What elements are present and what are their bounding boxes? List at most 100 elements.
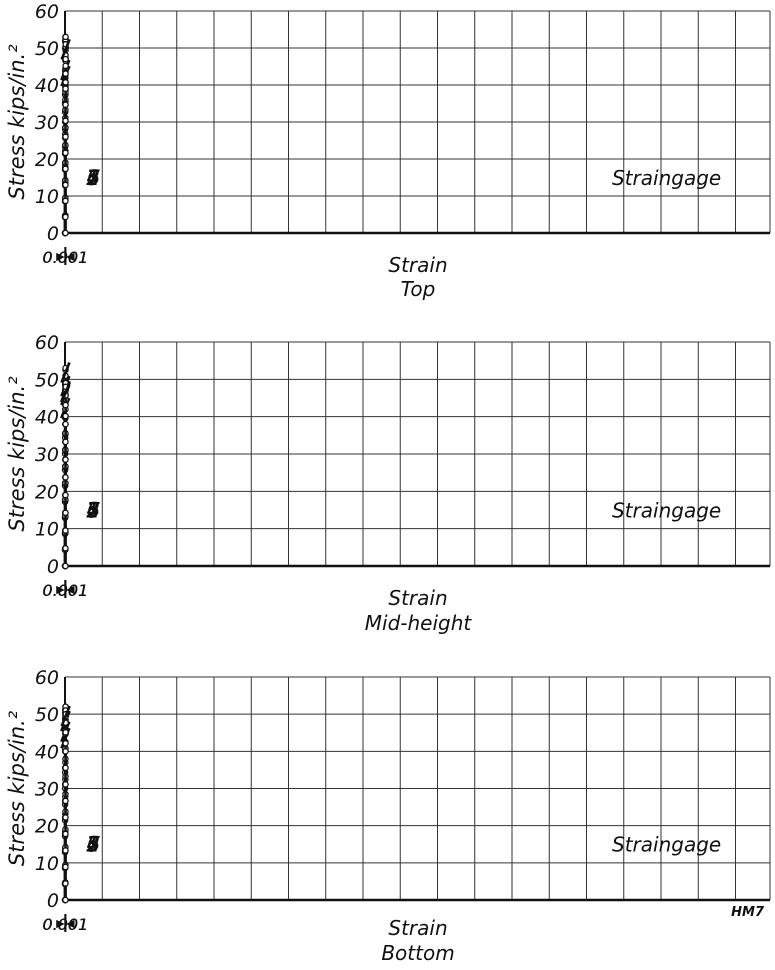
series-label-6: 6: [87, 833, 100, 857]
series-5: 5: [62, 707, 100, 904]
data-point: [62, 149, 69, 157]
x-axis-label: Strain: [388, 916, 447, 940]
y-tick-label: 30: [35, 779, 59, 801]
data-point: [62, 797, 69, 805]
data-point: [62, 896, 69, 904]
straingage-label: Straingage: [612, 166, 721, 190]
y-tick-label: 30: [35, 112, 59, 134]
data-point: [62, 165, 69, 173]
y-axis-label: Stress kips/in.²: [5, 710, 29, 866]
yield-mark: [60, 38, 71, 60]
series-label-3: 3: [86, 166, 99, 190]
y-tick-label: 10: [35, 186, 59, 208]
y-tick-label: 20: [35, 149, 59, 171]
grid: [64, 676, 771, 901]
data-point: [62, 62, 69, 70]
data-point: [62, 545, 69, 552]
straingage-label: Straingage: [612, 498, 721, 522]
series-label-4: 4: [87, 498, 100, 522]
yield-mark: [60, 382, 71, 404]
y-tick-label: 20: [35, 816, 59, 838]
y-tick-label: 10: [35, 519, 59, 541]
y-tick-label: 50: [35, 704, 59, 726]
series-label-7: 7: [87, 166, 101, 190]
series-label-4: 4: [87, 166, 100, 190]
series-label-5: 5: [87, 833, 100, 857]
data-point: [62, 55, 69, 63]
series-7: 7: [60, 705, 101, 904]
series-label-2: 2: [86, 833, 99, 857]
data-point: [62, 33, 69, 41]
data-point: [62, 101, 69, 108]
y-axis-label: Stress kips/in.²: [5, 376, 29, 532]
x-axis-label: Strain: [388, 586, 447, 610]
y-tick-label: 40: [35, 75, 59, 97]
y-tick-label: 0: [47, 556, 59, 578]
y-tick-label: 30: [35, 444, 59, 466]
data-point: [62, 412, 69, 420]
y-tick-label: 60: [35, 332, 59, 354]
series-label-1: 1: [86, 833, 99, 857]
y-tick-label: 40: [35, 407, 59, 429]
series-label-2: 2: [86, 498, 99, 522]
series-label-6: 6: [87, 498, 100, 522]
y-tick-label: 60: [35, 667, 59, 689]
scale-arrow: [66, 253, 75, 261]
series-label-6: 6: [87, 166, 100, 190]
data-point: [62, 764, 69, 772]
data-point: [62, 880, 69, 887]
data-point: [62, 527, 69, 534]
data-point: [62, 562, 69, 570]
grid: [64, 10, 771, 234]
data-point: [62, 85, 69, 92]
series-6: 6: [60, 379, 100, 570]
data-point: [62, 456, 69, 463]
data-point: [62, 830, 69, 838]
data-point: [62, 474, 69, 481]
scale-arrow: [66, 586, 75, 594]
panel-title: Mid-height: [365, 611, 473, 635]
scale-arrow: [56, 586, 65, 594]
data-point: [62, 740, 69, 747]
data-point: [62, 781, 69, 788]
scale-label: 0.001: [43, 915, 89, 934]
data-point: [62, 401, 69, 409]
scale-label: 0.001: [43, 581, 89, 600]
scale-arrow: [56, 920, 65, 928]
data-point: [62, 181, 69, 189]
series-label-7: 7: [87, 833, 101, 857]
series-7: 7: [62, 55, 101, 237]
series-label-3: 3: [86, 498, 99, 522]
series-label-1: 1: [86, 498, 99, 522]
data-point: [62, 79, 69, 86]
y-tick-label: 0: [47, 890, 59, 912]
data-point: [62, 438, 69, 446]
scale-bar: 0.001: [43, 914, 89, 934]
grid: [64, 341, 771, 567]
straingage-label: Straingage: [612, 833, 721, 857]
figure-mark: HM7: [731, 905, 765, 920]
series-label-5: 5: [87, 498, 100, 522]
data-point: [62, 213, 69, 221]
y-tick-label: 50: [35, 38, 59, 60]
y-tick-label: 60: [35, 1, 59, 23]
y-axis-label: Stress kips/in.²: [5, 44, 29, 200]
panel-title: Bottom: [381, 941, 454, 965]
data-point: [62, 748, 69, 755]
data-point: [62, 847, 69, 854]
y-tick-label: 0: [47, 223, 59, 245]
data-point: [62, 729, 69, 736]
data-point: [62, 117, 69, 125]
data-point: [62, 197, 69, 205]
y-tick-label: 50: [35, 369, 59, 391]
y-tick-label: 20: [35, 481, 59, 503]
y-tick-label: 10: [35, 853, 59, 875]
data-point: [62, 420, 69, 428]
series-7: 7: [60, 382, 101, 570]
panel-title: Top: [401, 277, 436, 301]
data-point: [62, 133, 69, 141]
